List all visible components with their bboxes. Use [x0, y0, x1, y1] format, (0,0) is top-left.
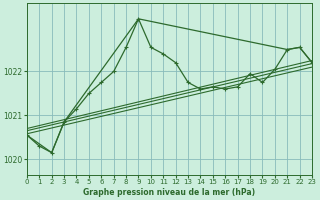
X-axis label: Graphe pression niveau de la mer (hPa): Graphe pression niveau de la mer (hPa): [84, 188, 256, 197]
